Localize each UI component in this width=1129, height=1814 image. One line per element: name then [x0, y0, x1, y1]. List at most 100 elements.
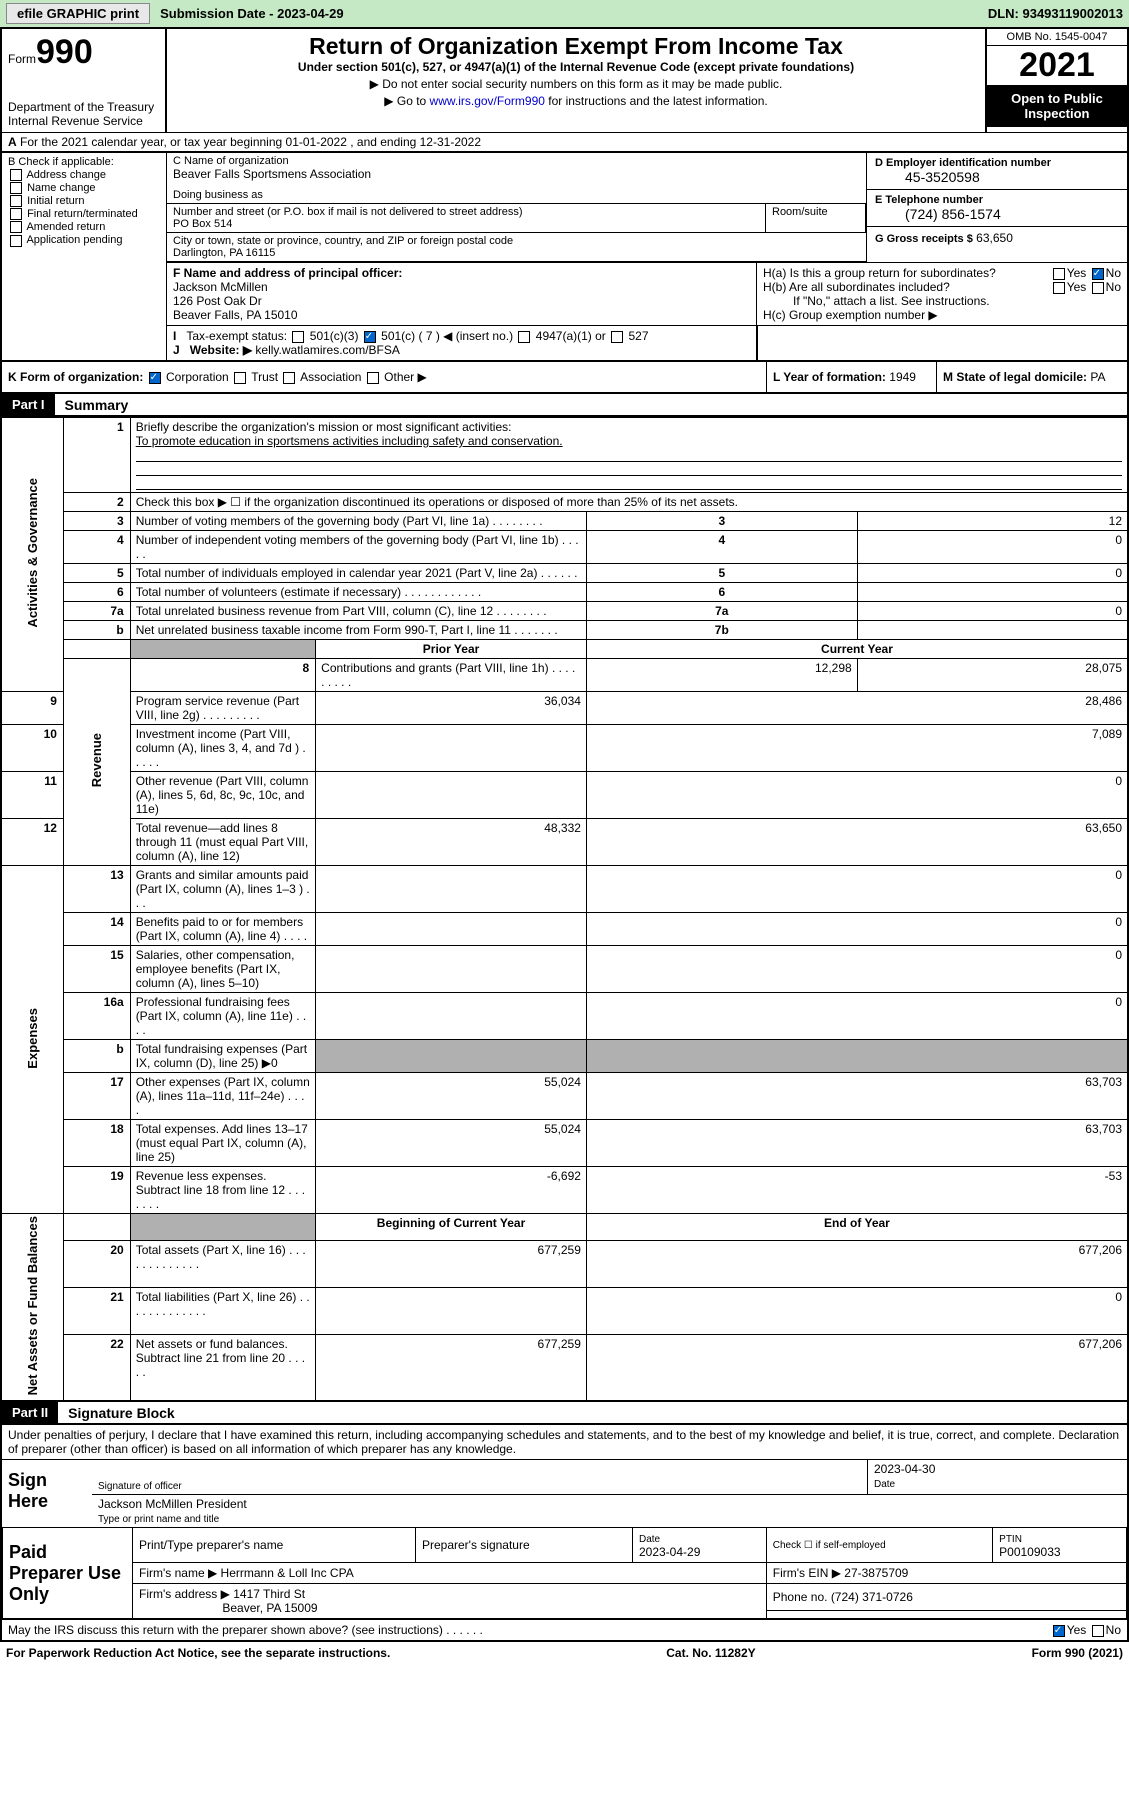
line21-beg [316, 1287, 587, 1334]
checkbox-501c[interactable] [364, 331, 376, 343]
beg-year-hdr: Beginning of Current Year [316, 1214, 587, 1241]
org-name: Beaver Falls Sportsmens Association [173, 167, 860, 181]
line7a-val: 0 [857, 602, 1128, 621]
sidelabel-expenses: Expenses [25, 1008, 40, 1069]
checkbox-501c3[interactable] [292, 331, 304, 343]
checkbox-may-no[interactable] [1092, 1625, 1104, 1637]
omb-label: OMB No. 1545-0047 [987, 29, 1127, 46]
sidelabel-netassets: Net Assets or Fund Balances [25, 1216, 40, 1395]
q1-value: To promote education in sportsmens activ… [136, 434, 563, 448]
year-formation: 1949 [889, 370, 916, 384]
ein-value: 45-3520598 [875, 169, 1119, 185]
part2-title: Signature Block [58, 1405, 175, 1421]
current-year-hdr: Current Year [586, 640, 1128, 659]
line15-cur: 0 [586, 946, 1128, 993]
form-number-cell: Form990 Department of the Treasury Inter… [2, 29, 167, 132]
irs-link[interactable]: www.irs.gov/Form990 [430, 94, 545, 108]
checkbox-may-yes[interactable] [1053, 1625, 1065, 1637]
checkbox-initial-return[interactable] [10, 195, 22, 207]
line12-prior: 48,332 [316, 819, 587, 866]
checkbox-trust[interactable] [234, 372, 246, 384]
line18-cur: 63,703 [586, 1120, 1128, 1167]
checkbox-corp[interactable] [149, 372, 161, 384]
part1-header-row: Part I Summary [0, 394, 1129, 417]
part1-title: Summary [55, 397, 129, 413]
line19-cur: -53 [586, 1167, 1128, 1214]
line15-desc: Salaries, other compensation, employee b… [130, 946, 315, 993]
checkbox-hb-no[interactable] [1092, 282, 1104, 294]
tax-year: 2021 [987, 46, 1127, 85]
signature-block: Under penalties of perjury, I declare th… [0, 1425, 1129, 1642]
checkbox-application-pending[interactable] [10, 235, 22, 247]
line10-prior [316, 725, 587, 772]
col-b: B Check if applicable: Address change Na… [2, 153, 167, 360]
firm-phone-label: Phone no. [773, 1590, 828, 1604]
form-header: Form990 Department of the Treasury Inter… [0, 27, 1129, 132]
page-footer: For Paperwork Reduction Act Notice, see … [0, 1642, 1129, 1664]
kl-row: K Form of organization: Corporation Trus… [0, 362, 1129, 394]
paid-date: 2023-04-29 [639, 1545, 700, 1559]
dept-label: Department of the Treasury [8, 100, 159, 114]
line4-desc: Number of independent voting members of … [130, 531, 586, 564]
se-hdr: Check ☐ if self-employed [766, 1528, 992, 1563]
line11-desc: Other revenue (Part VIII, column (A), li… [130, 772, 315, 819]
j-label: Website: ▶ [190, 343, 252, 357]
checkbox-assoc[interactable] [283, 372, 295, 384]
e-label: E Telephone number [875, 194, 1119, 206]
checkbox-ha-yes[interactable] [1053, 268, 1065, 280]
line17-prior: 55,024 [316, 1073, 587, 1120]
paid-preparer-table: Paid Preparer Use Only Print/Type prepar… [2, 1527, 1127, 1619]
line6-desc: Total number of volunteers (estimate if … [130, 583, 586, 602]
line11-cur: 0 [586, 772, 1128, 819]
title-cell: Return of Organization Exempt From Incom… [167, 29, 987, 132]
line18-prior: 55,024 [316, 1120, 587, 1167]
checkbox-hb-yes[interactable] [1053, 282, 1065, 294]
line16a-desc: Professional fundraising fees (Part IX, … [130, 993, 315, 1040]
d-label: D Employer identification number [875, 157, 1119, 169]
room-label: Room/suite [766, 204, 866, 232]
line12-cur: 63,650 [586, 819, 1128, 866]
year-cell: OMB No. 1545-0047 2021 Open to Public In… [987, 29, 1127, 132]
checkbox-ha-no[interactable] [1092, 268, 1104, 280]
line22-beg: 677,259 [316, 1334, 587, 1401]
i-label: Tax-exempt status: [186, 329, 287, 343]
sig-name-value: Jackson McMillen President [98, 1497, 247, 1511]
form-note-2: ▶ Go to www.irs.gov/Form990 for instruct… [173, 94, 979, 108]
summary-table: Activities & Governance 1 Briefly descri… [0, 417, 1129, 1402]
addr-label: Number and street (or P.O. box if mail i… [173, 206, 759, 218]
checkbox-address-change[interactable] [10, 169, 22, 181]
checkbox-4947[interactable] [518, 331, 530, 343]
firm-label: Firm's name ▶ [139, 1566, 217, 1580]
ps-hdr: Preparer's signature [415, 1528, 632, 1563]
line5-desc: Total number of individuals employed in … [130, 564, 586, 583]
k-label: K Form of organization: [8, 370, 143, 384]
line16b-desc: Total fundraising expenses (Part IX, col… [130, 1040, 315, 1073]
dba-label: Doing business as [173, 189, 860, 201]
line5-val: 0 [857, 564, 1128, 583]
public-inspection-label: Open to Public Inspection [987, 85, 1127, 127]
checkbox-other[interactable] [367, 372, 379, 384]
checkbox-amended-return[interactable] [10, 221, 22, 233]
sidelabel-governance: Activities & Governance [25, 478, 40, 628]
line10-cur: 7,089 [586, 725, 1128, 772]
end-year-hdr: End of Year [586, 1214, 1128, 1241]
form-subtitle: Under section 501(c), 527, or 4947(a)(1)… [173, 60, 979, 74]
dln-label: DLN: 93493119002013 [988, 6, 1123, 21]
line16a-cur: 0 [586, 993, 1128, 1040]
checkbox-name-change[interactable] [10, 182, 22, 194]
hc-label: H(c) Group exemption number ▶ [763, 308, 1121, 322]
line21-end: 0 [586, 1287, 1128, 1334]
ha-label: H(a) Is this a group return for subordin… [763, 266, 996, 280]
hb-label: H(b) Are all subordinates included? [763, 280, 950, 294]
checkbox-527[interactable] [611, 331, 623, 343]
city-label: City or town, state or province, country… [173, 235, 860, 247]
efile-print-button[interactable]: efile GRAPHIC print [6, 3, 150, 24]
top-bar: efile GRAPHIC print Submission Date - 20… [0, 0, 1129, 27]
sig-officer-label: Signature of officer [98, 1481, 182, 1492]
checkbox-final-return[interactable] [10, 208, 22, 220]
gross-receipts-value: 63,650 [976, 231, 1013, 245]
line13-desc: Grants and similar amounts paid (Part IX… [130, 866, 315, 913]
firm-addr1: 1417 Third St [233, 1587, 305, 1601]
part2-header-row: Part II Signature Block [0, 1402, 1129, 1425]
line7b-val [857, 621, 1128, 640]
